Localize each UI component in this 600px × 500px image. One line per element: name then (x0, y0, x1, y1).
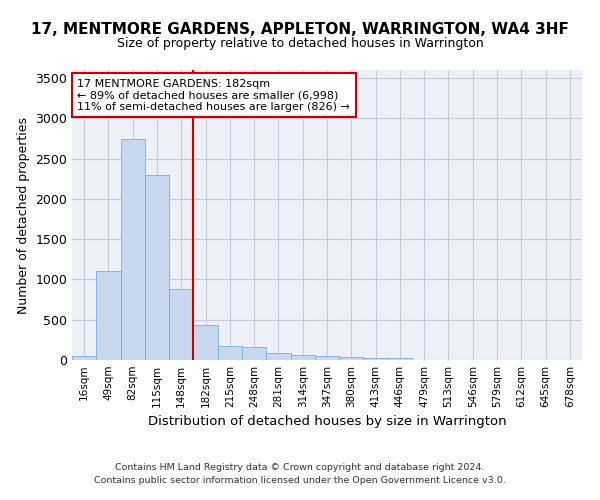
Bar (290, 355, 315, 360)
Bar (266, 353, 290, 360)
Bar (315, 356, 339, 360)
Bar (364, 358, 388, 360)
Bar (145, 175, 169, 360)
Bar (96, 270, 121, 360)
Y-axis label: Number of detached properties: Number of detached properties (17, 116, 30, 314)
Text: Size of property relative to detached houses in Warrington: Size of property relative to detached ho… (116, 38, 484, 51)
Bar (242, 346, 266, 360)
Text: Contains HM Land Registry data © Crown copyright and database right 2024.
Contai: Contains HM Land Registry data © Crown c… (94, 464, 506, 485)
Bar (72, 356, 96, 360)
Text: 17 MENTMORE GARDENS: 182sqm
← 89% of detached houses are smaller (6,998)
11% of : 17 MENTMORE GARDENS: 182sqm ← 89% of det… (77, 78, 350, 112)
Text: 17, MENTMORE GARDENS, APPLETON, WARRINGTON, WA4 3HF: 17, MENTMORE GARDENS, APPLETON, WARRINGT… (31, 22, 569, 38)
Bar (121, 140, 145, 360)
Bar (339, 357, 364, 360)
Bar (193, 326, 218, 360)
X-axis label: Distribution of detached houses by size in Warrington: Distribution of detached houses by size … (148, 416, 506, 428)
Bar (218, 346, 242, 360)
Bar (169, 289, 193, 360)
Bar (388, 358, 412, 360)
